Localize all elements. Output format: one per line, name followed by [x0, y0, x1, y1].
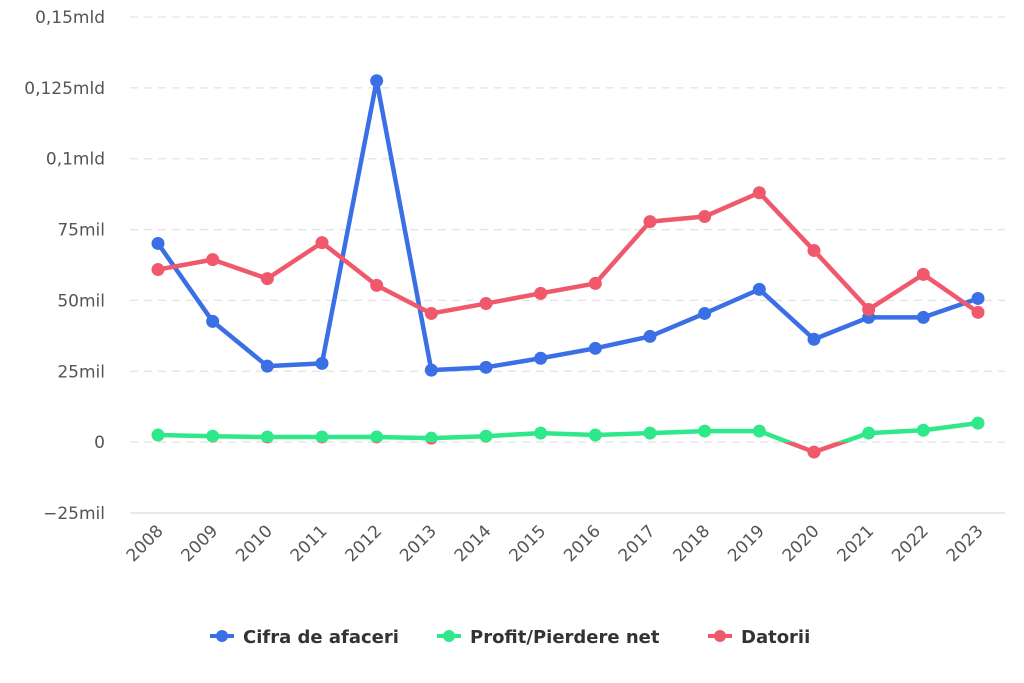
data-point[interactable] [588, 341, 602, 355]
y-tick-label: −25mil [43, 504, 105, 524]
data-point[interactable] [315, 430, 329, 444]
data-point[interactable] [151, 428, 165, 442]
y-tick-label: 0 [94, 433, 105, 453]
data-point[interactable] [260, 272, 274, 286]
data-point[interactable] [971, 416, 985, 430]
data-point[interactable] [916, 267, 930, 281]
x-tick-label: 2018 [669, 521, 714, 566]
legend-label: Cifra de afaceri [243, 627, 399, 648]
data-point[interactable] [862, 302, 876, 316]
data-point[interactable] [151, 236, 165, 250]
data-point[interactable] [916, 310, 930, 324]
series-datorii [151, 186, 985, 320]
y-tick-label: 50mil [57, 291, 105, 311]
legend-label: Datorii [741, 627, 810, 648]
data-point[interactable] [370, 430, 384, 444]
data-point[interactable] [752, 424, 766, 438]
legend-symbol-marker [216, 630, 228, 642]
data-point[interactable] [424, 306, 438, 320]
data-point[interactable] [424, 431, 438, 445]
data-point[interactable] [752, 186, 766, 200]
grid [130, 16, 1005, 514]
data-point[interactable] [643, 329, 657, 343]
data-point[interactable] [261, 431, 274, 444]
x-tick-label: 2016 [560, 521, 605, 566]
x-tick-label: 2015 [505, 521, 550, 566]
data-point[interactable] [151, 263, 165, 277]
series-line [781, 442, 850, 455]
data-point[interactable] [260, 430, 274, 444]
x-tick-label: 2020 [779, 521, 824, 566]
data-point[interactable] [534, 351, 548, 365]
x-tick-label: 2013 [396, 521, 441, 566]
data-point[interactable] [424, 363, 438, 377]
data-point[interactable] [425, 432, 438, 445]
x-tick-label: 2010 [232, 521, 277, 566]
data-point[interactable] [479, 429, 493, 443]
legend-item[interactable]: Cifra de afaceri [210, 627, 399, 648]
y-tick-label: 0,15mld [35, 8, 105, 28]
legend-symbol-marker [714, 630, 726, 642]
y-tick-label: 25mil [57, 362, 105, 382]
series-profit-pierdere-net [151, 416, 985, 459]
data-point[interactable] [807, 332, 821, 346]
legend-symbol-marker [443, 630, 455, 642]
data-point[interactable] [862, 426, 876, 440]
legend-item[interactable]: Profit/Pierdere net [437, 627, 660, 648]
data-point[interactable] [206, 253, 220, 267]
data-point[interactable] [315, 356, 329, 370]
series-line [157, 190, 980, 316]
x-tick-label: 2011 [287, 521, 332, 566]
data-point[interactable] [206, 430, 219, 443]
data-point[interactable] [315, 236, 329, 250]
data-point[interactable] [260, 359, 274, 373]
data-point[interactable] [206, 429, 220, 443]
data-point[interactable] [971, 305, 985, 319]
data-point[interactable] [534, 286, 548, 300]
x-tick-label: 2021 [833, 521, 878, 566]
data-point[interactable] [698, 424, 712, 438]
data-point[interactable] [643, 426, 657, 440]
x-tick-label: 2014 [451, 521, 496, 566]
data-point[interactable] [370, 431, 383, 444]
x-tick-label: 2008 [123, 521, 168, 566]
data-point[interactable] [316, 431, 329, 444]
data-point[interactable] [698, 306, 712, 320]
y-tick-label: 0,125mld [24, 79, 105, 99]
x-tick-label: 2009 [177, 521, 222, 566]
y-axis: 0,15mld 0,125mld 0,1mld 75mil 50mil 25mil 0 −25… [24, 8, 105, 524]
legend-label: Profit/Pierdere net [470, 627, 660, 648]
series-cifra-de-afaceri [151, 74, 985, 377]
data-point[interactable] [370, 278, 384, 292]
data-point[interactable] [643, 215, 657, 229]
legend: Cifra de afaceri Profit/Pierdere net Dator… [210, 627, 810, 648]
x-tick-label: 2022 [888, 521, 933, 566]
data-point[interactable] [206, 314, 220, 328]
data-point[interactable] [916, 423, 930, 437]
x-tick-label: 2012 [341, 521, 386, 566]
series-line [156, 78, 979, 373]
x-tick-label: 2019 [724, 521, 769, 566]
series-line [157, 420, 979, 443]
data-point[interactable] [588, 428, 602, 442]
x-axis: 2008 2009 2010 2011 2012 2013 2014 2015 2016 2017… [123, 521, 988, 566]
series-layer [151, 74, 985, 459]
data-point[interactable] [752, 282, 766, 296]
y-tick-label: 75mil [57, 221, 105, 241]
data-point[interactable] [588, 276, 602, 290]
y-tick-label: 0,1mld [46, 150, 105, 170]
data-point[interactable] [370, 74, 384, 88]
data-point[interactable] [971, 291, 985, 305]
data-point[interactable] [807, 244, 821, 258]
data-point[interactable] [698, 210, 712, 224]
x-tick-label: 2023 [943, 521, 988, 566]
legend-item[interactable]: Datorii [708, 627, 810, 648]
data-point[interactable] [534, 426, 548, 440]
x-tick-label: 2017 [615, 521, 660, 566]
data-point[interactable] [480, 430, 493, 443]
data-point[interactable] [807, 445, 821, 459]
data-point[interactable] [479, 297, 493, 311]
data-point[interactable] [479, 360, 493, 374]
